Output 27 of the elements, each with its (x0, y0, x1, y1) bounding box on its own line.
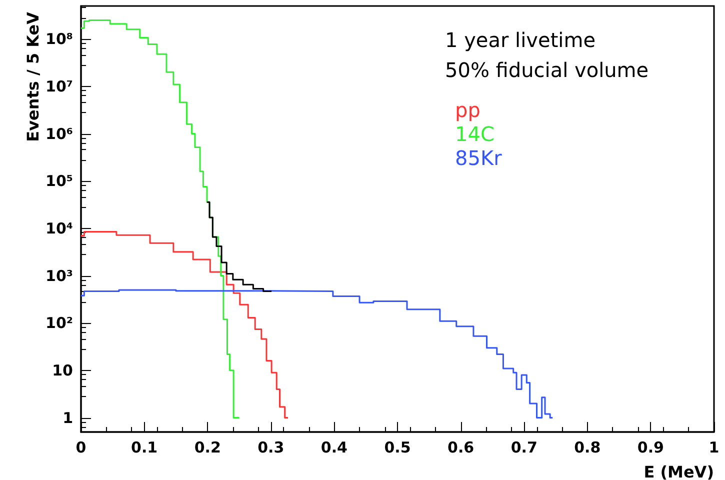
x-tick-label: 0.6 (448, 438, 474, 456)
y-tick-label: 10 (52, 361, 73, 380)
y-tick-label: 10² (46, 314, 73, 332)
y-tick-label: 10³ (46, 266, 73, 285)
y-tick-label: 1 (62, 408, 73, 427)
x-tick-label: 1 (708, 438, 720, 456)
x-tick-label: 0.8 (574, 438, 601, 456)
x-tick-label: 0.7 (510, 438, 538, 456)
x-tick-label: 0.2 (194, 438, 221, 456)
y-tick-label: 10⁵ (46, 172, 73, 190)
text: 14C (455, 122, 494, 146)
text: 85Kr (455, 146, 503, 170)
annotation: 1 year livetime (445, 28, 596, 52)
y-tick-label: 10⁶ (46, 124, 73, 143)
x-tick-label: 0.1 (131, 438, 158, 456)
x-tick-label: 0.5 (384, 438, 411, 456)
y-tick-label: 10⁷ (46, 77, 73, 96)
x-tick-label: 0.9 (637, 438, 664, 456)
text: pp (455, 98, 480, 122)
y-axis-title: Events / 5 KeV (24, 11, 42, 142)
x-axis-title: E (MeV) (644, 462, 714, 480)
y-tick-label: 10⁸ (46, 30, 73, 48)
y-tick-label: 10⁴ (46, 219, 73, 238)
x-tick-label: 0 (76, 438, 86, 456)
annotation: 50% fiducial volume (445, 58, 649, 82)
x-tick-label: 0.3 (258, 438, 284, 456)
x-tick-label: 0.4 (320, 438, 348, 456)
